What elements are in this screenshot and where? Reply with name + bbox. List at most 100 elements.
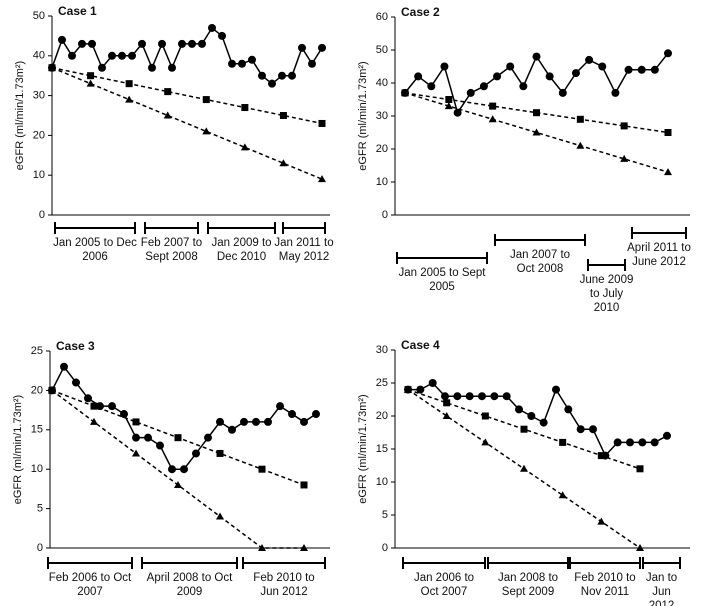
period-label: Jan 2009 to Dec 2010 xyxy=(211,237,272,263)
point xyxy=(502,392,511,401)
y-tick-label: 10 xyxy=(376,176,388,188)
point xyxy=(174,480,182,488)
point xyxy=(276,402,284,411)
point xyxy=(241,104,249,112)
point xyxy=(58,35,66,44)
point xyxy=(180,465,188,474)
point xyxy=(300,481,308,489)
point xyxy=(288,410,296,419)
point xyxy=(520,464,528,472)
point xyxy=(308,59,316,68)
point xyxy=(279,112,287,119)
point xyxy=(637,65,646,74)
y-tick-label: 0 xyxy=(37,542,43,554)
point xyxy=(156,441,164,450)
point xyxy=(401,88,409,96)
point xyxy=(443,399,451,407)
point xyxy=(611,88,620,97)
point xyxy=(564,405,573,414)
point xyxy=(532,52,541,61)
point xyxy=(298,43,306,52)
point xyxy=(441,392,449,401)
point xyxy=(490,392,499,401)
point xyxy=(636,544,644,551)
point xyxy=(597,452,605,460)
point xyxy=(164,88,172,96)
series-line xyxy=(404,52,669,115)
point xyxy=(318,175,326,183)
point xyxy=(132,418,140,426)
point xyxy=(258,544,266,551)
point xyxy=(138,39,146,48)
point xyxy=(208,23,216,32)
point xyxy=(664,168,672,176)
point xyxy=(589,425,597,434)
point xyxy=(279,159,288,167)
point xyxy=(60,362,68,371)
point xyxy=(238,59,246,68)
point xyxy=(571,69,580,78)
point xyxy=(216,417,224,426)
point xyxy=(520,425,528,433)
period-label: Jan 2007 to Oct 2008 xyxy=(509,249,571,275)
point xyxy=(481,438,490,446)
y-tick-label: 25 xyxy=(376,377,388,389)
y-tick-label: 15 xyxy=(31,424,43,436)
y-axis-label: eGFR (ml/min/1.73m²) xyxy=(12,395,24,504)
y-tick-label: 10 xyxy=(31,463,43,475)
point xyxy=(264,417,272,426)
period-label: Jan 2005 to Sept 2005 xyxy=(398,267,486,293)
point xyxy=(87,72,95,80)
y-tick-label: 10 xyxy=(376,476,388,488)
point xyxy=(168,63,176,72)
point xyxy=(88,39,96,48)
y-tick-label: 5 xyxy=(37,503,43,515)
point xyxy=(174,434,182,442)
point xyxy=(318,43,326,52)
point xyxy=(216,512,224,520)
point xyxy=(48,63,56,71)
point xyxy=(163,111,172,119)
y-tick-label: 0 xyxy=(382,209,388,221)
point xyxy=(202,96,210,104)
chart-title: Case 2 xyxy=(401,5,440,19)
point xyxy=(268,79,276,88)
y-tick-label: 15 xyxy=(376,443,388,455)
period-label: Feb 2007 to Sept 2008 xyxy=(140,237,203,263)
chart-title: Case 1 xyxy=(58,4,97,18)
point xyxy=(664,129,672,136)
y-tick-label: 20 xyxy=(376,410,388,422)
point xyxy=(598,62,607,71)
point xyxy=(576,141,585,149)
point xyxy=(178,39,186,48)
point xyxy=(638,438,647,447)
point xyxy=(218,31,226,40)
point xyxy=(427,82,436,91)
point xyxy=(453,108,462,117)
point xyxy=(90,402,98,410)
point xyxy=(636,465,644,473)
point xyxy=(576,425,585,434)
point xyxy=(488,115,497,123)
y-tick-label: 20 xyxy=(33,129,45,141)
point xyxy=(664,49,672,58)
point xyxy=(442,412,451,419)
point xyxy=(515,405,523,414)
point xyxy=(312,410,320,419)
point xyxy=(118,51,126,60)
period-label: Jan 2011 to May 2012 xyxy=(274,237,334,263)
point xyxy=(240,143,249,151)
point xyxy=(202,127,211,135)
point xyxy=(278,71,286,80)
point xyxy=(132,433,140,442)
y-axis-label: eGFR (ml/min/1.73m²) xyxy=(14,61,26,170)
y-axis-label: eGFR (ml/min/1.73m²) xyxy=(357,394,369,503)
y-tick-label: 0 xyxy=(39,209,45,221)
point xyxy=(258,71,266,80)
y-tick-label: 5 xyxy=(382,509,388,521)
point xyxy=(416,385,425,394)
point xyxy=(168,465,176,474)
series-line xyxy=(408,382,668,457)
point xyxy=(597,517,606,525)
